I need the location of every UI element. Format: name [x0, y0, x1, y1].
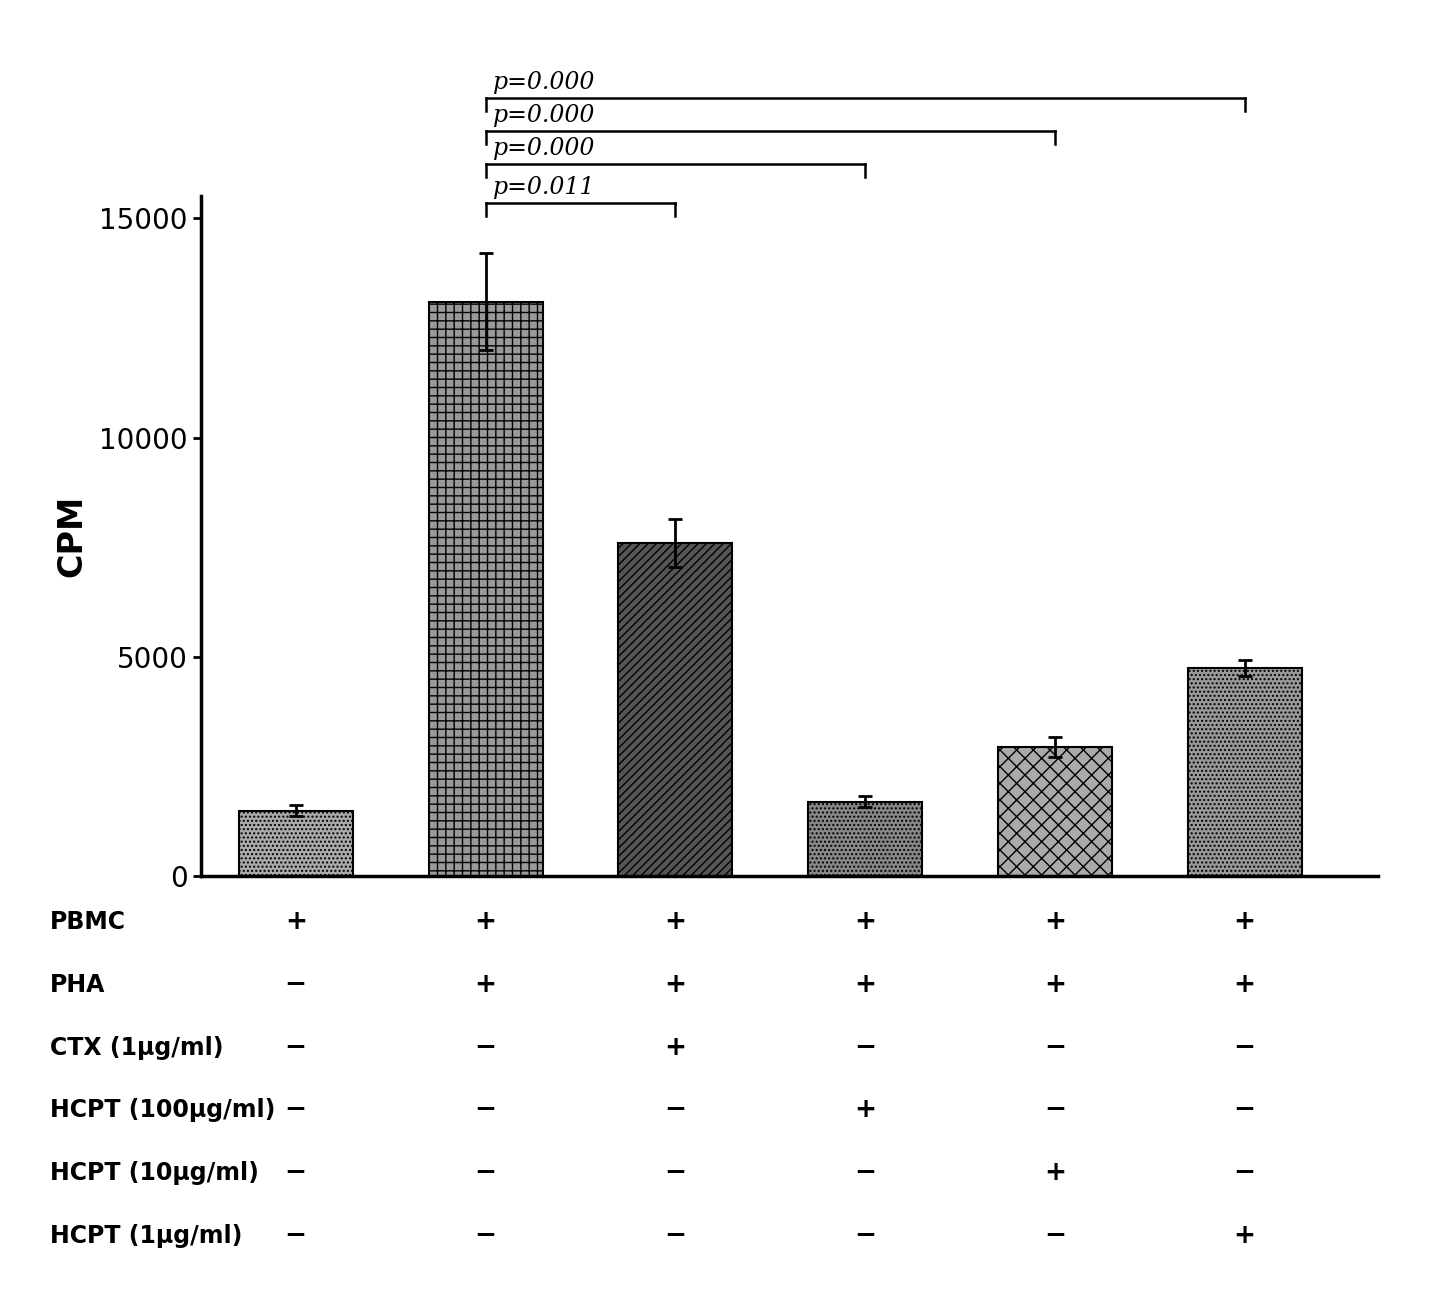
Text: −: −: [664, 1223, 686, 1249]
Text: +: +: [854, 1097, 877, 1124]
Text: +: +: [664, 909, 686, 935]
Text: −: −: [284, 1097, 307, 1124]
Text: −: −: [854, 1160, 877, 1186]
Text: +: +: [1234, 1223, 1256, 1249]
Text: −: −: [284, 1160, 307, 1186]
Text: +: +: [664, 1035, 686, 1061]
Text: −: −: [1043, 1097, 1066, 1124]
Text: +: +: [854, 972, 877, 998]
Y-axis label: CPM: CPM: [55, 496, 88, 577]
Text: −: −: [1043, 1223, 1066, 1249]
Text: HCPT (100μg/ml): HCPT (100μg/ml): [50, 1099, 276, 1122]
Text: PHA: PHA: [50, 973, 106, 997]
Text: +: +: [1043, 1160, 1066, 1186]
Text: −: −: [854, 1223, 877, 1249]
Text: −: −: [284, 1223, 307, 1249]
Text: +: +: [1234, 972, 1256, 998]
Bar: [429, 302, 542, 876]
Text: −: −: [854, 1035, 877, 1061]
Bar: [1188, 668, 1302, 876]
Text: +: +: [284, 909, 307, 935]
Text: −: −: [475, 1035, 497, 1061]
Text: HCPT (10μg/ml): HCPT (10μg/ml): [50, 1162, 260, 1185]
Text: −: −: [475, 1223, 497, 1249]
Text: +: +: [1043, 909, 1066, 935]
Text: p=0.000: p=0.000: [492, 136, 596, 160]
Text: −: −: [475, 1097, 497, 1124]
Text: +: +: [475, 909, 497, 935]
Text: p=0.011: p=0.011: [492, 175, 596, 199]
Text: +: +: [1043, 972, 1066, 998]
Text: HCPT (1μg/ml): HCPT (1μg/ml): [50, 1224, 243, 1248]
Bar: [618, 543, 732, 876]
Text: +: +: [854, 909, 877, 935]
Text: −: −: [1234, 1035, 1256, 1061]
Bar: [808, 802, 923, 876]
Text: +: +: [1234, 909, 1256, 935]
Text: −: −: [1234, 1097, 1256, 1124]
Text: −: −: [1234, 1160, 1256, 1186]
Text: −: −: [284, 1035, 307, 1061]
Text: −: −: [664, 1097, 686, 1124]
Text: +: +: [664, 972, 686, 998]
Text: PBMC: PBMC: [50, 910, 126, 934]
Bar: [238, 811, 353, 876]
Bar: [997, 747, 1112, 876]
Text: −: −: [664, 1160, 686, 1186]
Text: p=0.000: p=0.000: [492, 71, 596, 94]
Text: p=0.000: p=0.000: [492, 103, 596, 127]
Text: CTX (1μg/ml): CTX (1μg/ml): [50, 1036, 224, 1059]
Text: −: −: [1043, 1035, 1066, 1061]
Text: −: −: [475, 1160, 497, 1186]
Text: −: −: [284, 972, 307, 998]
Text: +: +: [475, 972, 497, 998]
